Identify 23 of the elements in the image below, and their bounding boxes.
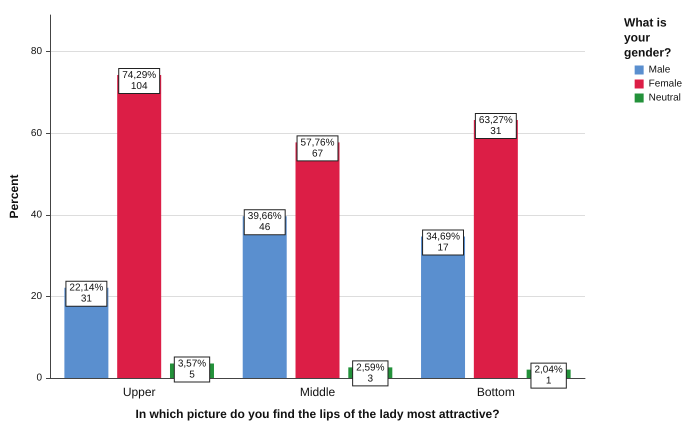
y-tick-label: 0 [36,372,42,384]
legend-label: Male [648,64,671,76]
data-label: 3,57% 5 [178,358,206,380]
legend-label: Neutral [648,92,681,104]
legend-label: Female [648,78,682,90]
y-tick-label: 60 [30,128,42,139]
x-tick-label: Bottom [476,385,515,399]
x-axis-title: In which picture do you find the lips of the lady most attractive? [135,407,500,421]
legend-title: What is your gender? [624,16,672,60]
y-axis-title: Percent [7,174,21,219]
data-label: 2,59% 3 [356,362,385,384]
data-label: 34,69% 17 [426,232,460,254]
x-tick-label: Upper [122,385,156,399]
data-label: 39,66% 46 [248,211,282,234]
data-label: 74,29% 104 [122,70,156,92]
data-label: 63,27% 31 [478,114,513,137]
x-tick-label: Middle [300,385,336,399]
data-label: 2,04% 1 [534,364,563,387]
y-tick-label: 80 [30,46,42,58]
data-label: 57,76% 67 [300,137,335,160]
y-tick-label: 40 [30,209,42,220]
y-tick-label: 20 [30,290,42,302]
data-label: 22,14% 31 [69,282,104,305]
